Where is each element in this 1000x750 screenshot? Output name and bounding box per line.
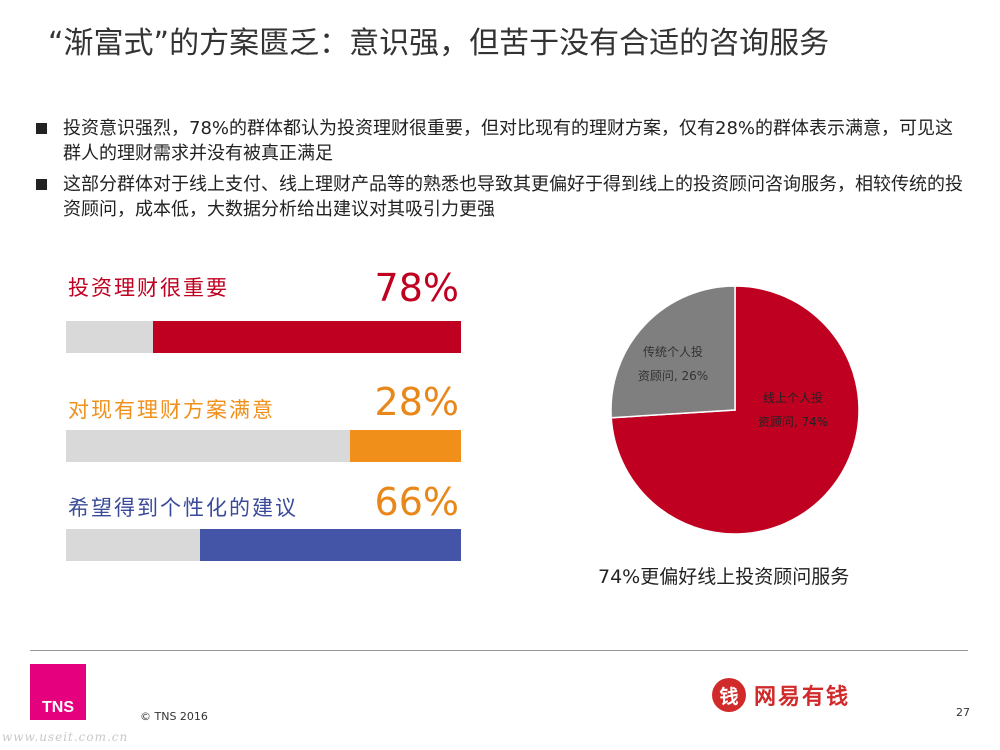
pie-caption: 74%更偏好线上投资顾问服务 [598, 566, 850, 588]
brand-logo: 钱 网易有钱 [712, 678, 850, 712]
pie-label-traditional: 传统个人投 资顾问, 26% [628, 340, 718, 388]
bar-percent-label: 66% [374, 480, 459, 524]
bullet-list: 投资意识强烈，78%的群体都认为投资理财很重要，但对比现有的理财方案，仅有28%… [36, 116, 966, 228]
bar-fill [152, 321, 461, 353]
brand-coin-icon: 钱 [712, 678, 746, 712]
square-bullet-icon [36, 179, 47, 190]
pie-label-line: 资顾问, 74% [757, 415, 829, 429]
pie-slice-traditional [610, 285, 736, 419]
pie-label-online: 线上个人投 资顾问, 74% [748, 386, 838, 434]
page-number: 27 [956, 706, 970, 719]
footer-divider [30, 650, 968, 651]
bullet-text: 投资意识强烈，78%的群体都认为投资理财很重要，但对比现有的理财方案，仅有28%… [63, 118, 954, 164]
bar-track [66, 529, 461, 561]
bar-label: 对现有理财方案满意 [68, 398, 275, 422]
bullet-item: 这部分群体对于线上支付、线上理财产品等的熟悉也导致其更偏好于得到线上的投资顾问咨… [36, 172, 966, 222]
copyright-text: © TNS 2016 [140, 710, 208, 723]
bar-percent-label: 28% [374, 380, 459, 424]
bar-label: 希望得到个性化的建议 [68, 496, 298, 520]
bar-percent-label: 78% [374, 266, 459, 310]
bar-fill [200, 529, 461, 561]
bullet-text: 这部分群体对于线上支付、线上理财产品等的熟悉也导致其更偏好于得到线上的投资顾问咨… [63, 174, 963, 220]
pie-label-line: 线上个人投 [762, 391, 823, 405]
bar-track [66, 321, 461, 353]
bar-fill [350, 430, 461, 462]
page-title: “渐富式”的方案匮乏：意识强，但苦于没有合适的咨询服务 [48, 26, 830, 61]
bar-label: 投资理财很重要 [68, 276, 229, 300]
bar-track [66, 430, 461, 462]
pie-label-line: 资顾问, 26% [637, 369, 709, 383]
tns-logo: TNS [30, 664, 86, 720]
bullet-item: 投资意识强烈，78%的群体都认为投资理财很重要，但对比现有的理财方案，仅有28%… [36, 116, 966, 166]
watermark: www.useit.com.cn [2, 730, 129, 744]
brand-name: 网易有钱 [754, 685, 851, 710]
pie-label-line: 传统个人投 [642, 345, 703, 359]
square-bullet-icon [36, 123, 47, 134]
pie-chart [610, 285, 860, 535]
